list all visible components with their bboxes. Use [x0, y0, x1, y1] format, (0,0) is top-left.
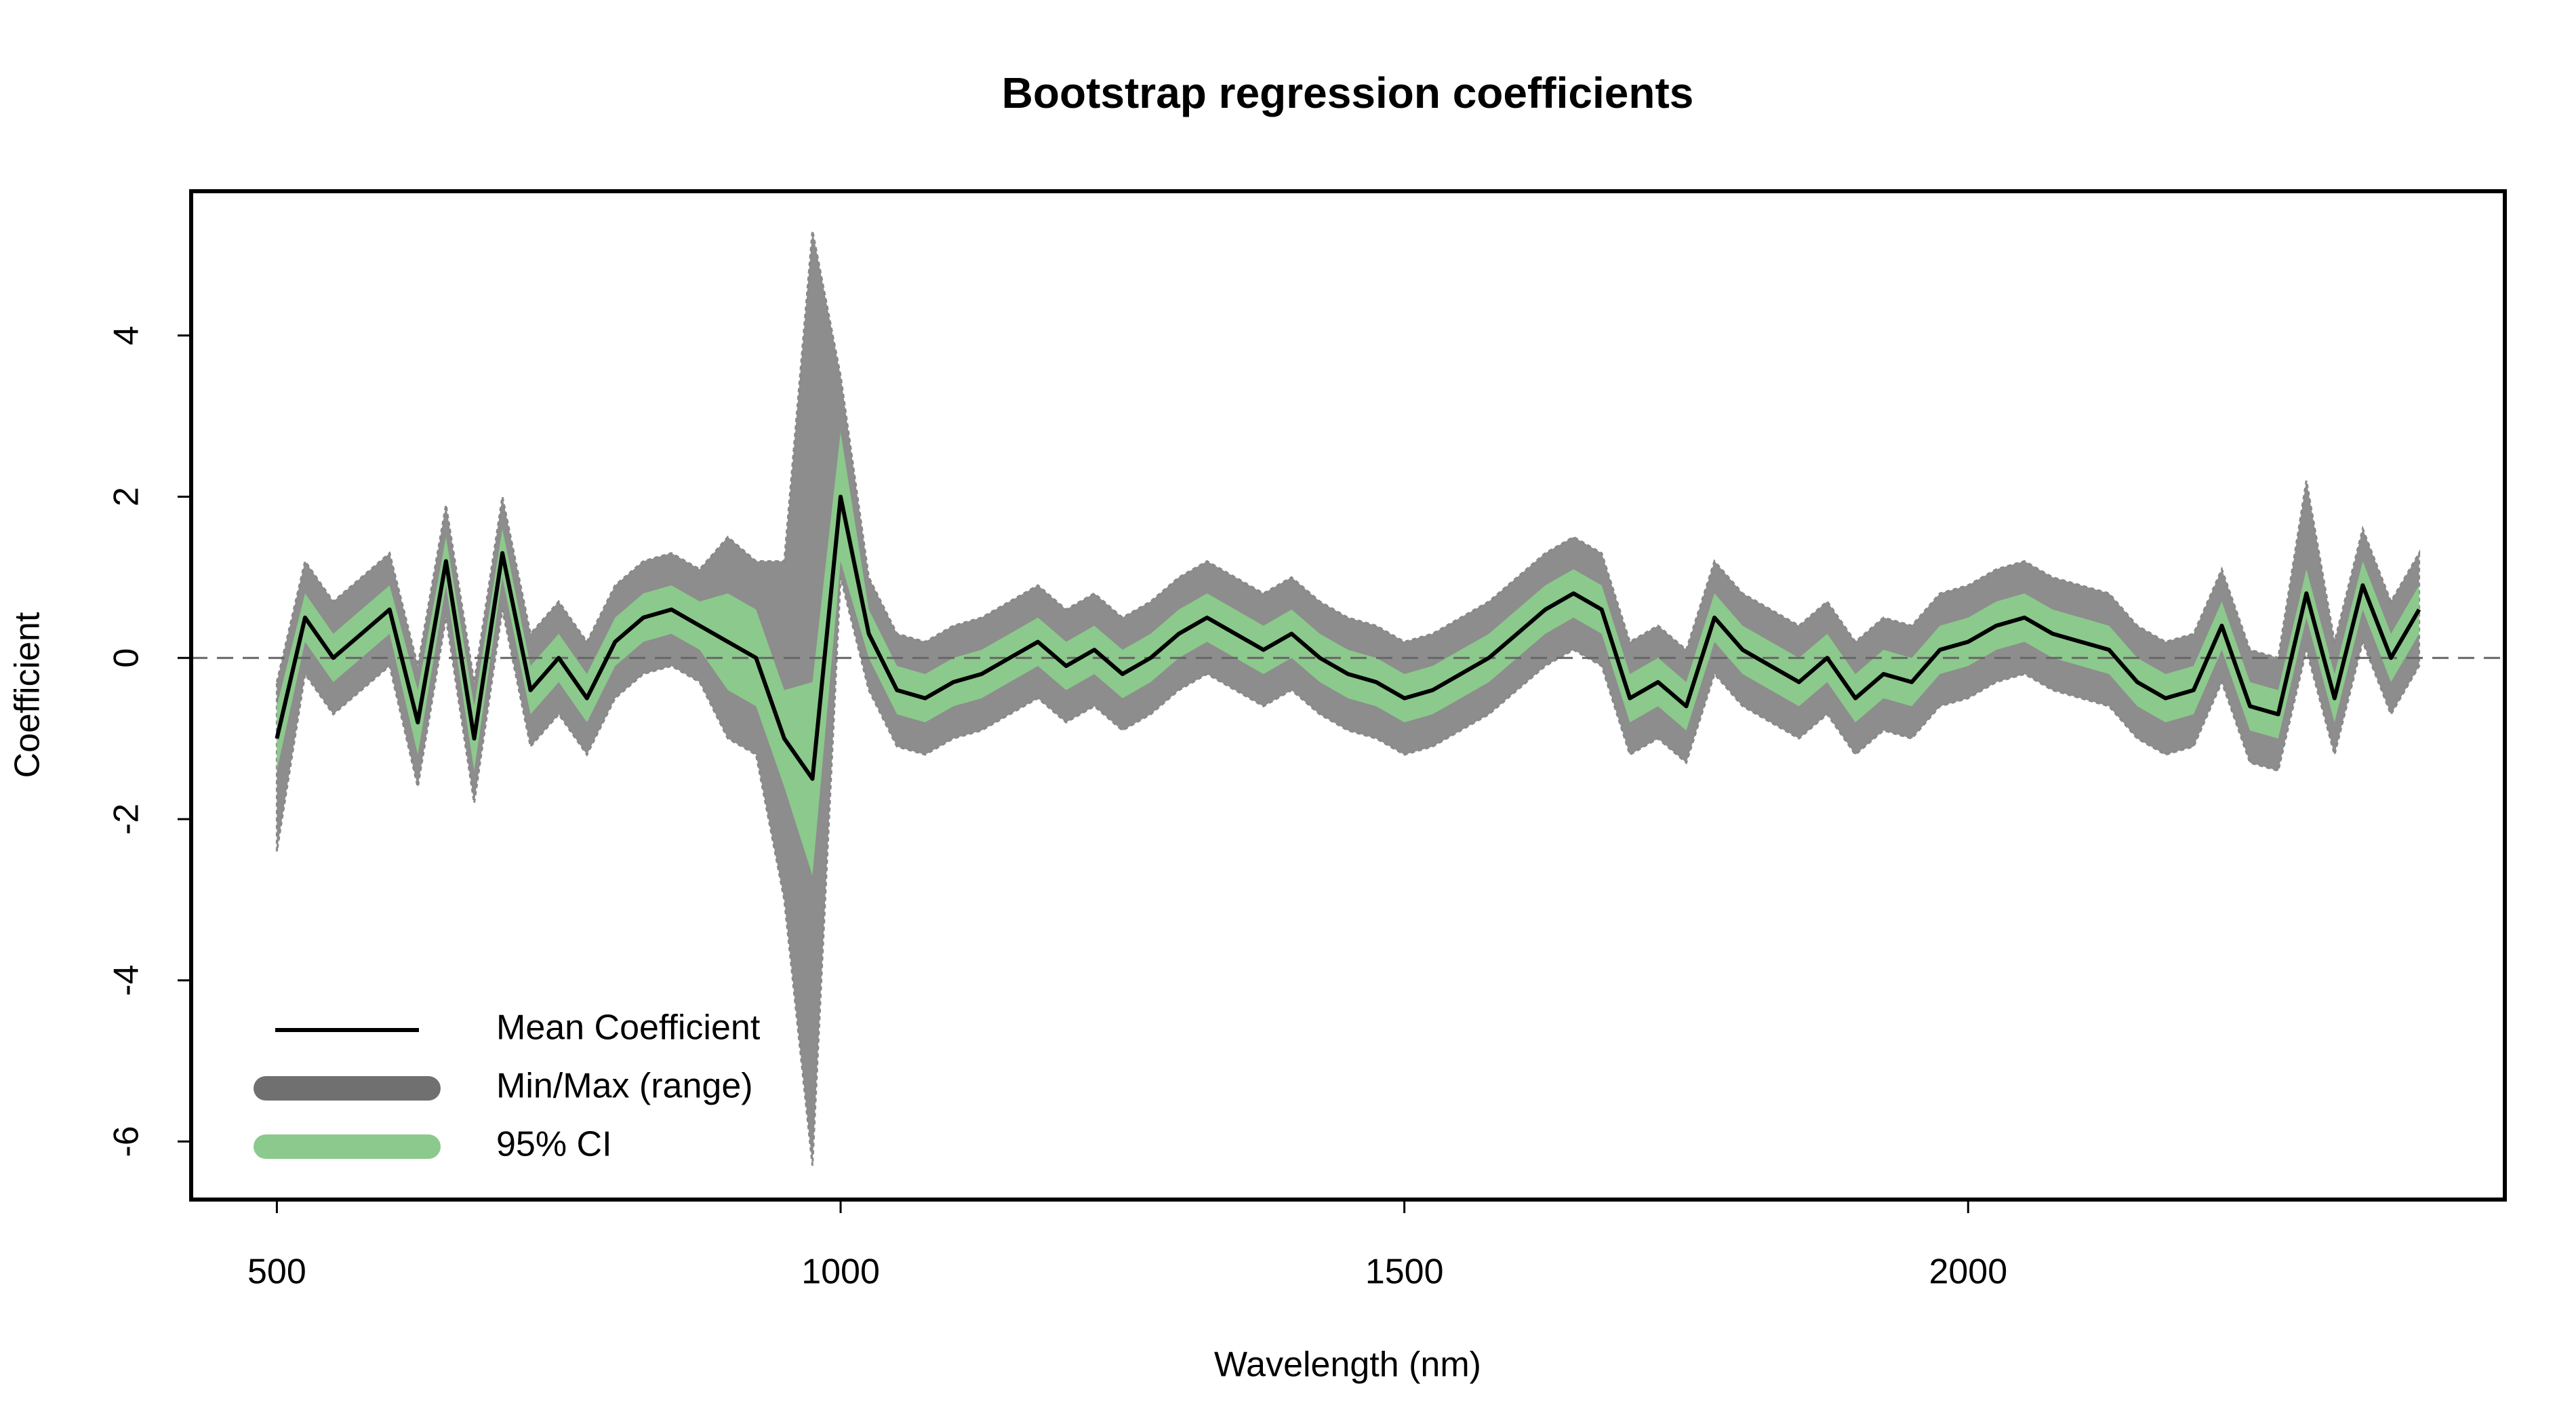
y-tick-label: 2	[107, 487, 146, 507]
y-tick-label: -6	[107, 1126, 146, 1157]
y-tick-label: 4	[107, 325, 146, 345]
plot-frame	[189, 189, 2507, 1202]
series-line	[275, 494, 2421, 781]
y-tick-label: -4	[107, 965, 146, 996]
y-tick-label: -2	[107, 804, 146, 835]
x-tick-label: 1000	[801, 1252, 880, 1292]
legend-label: 95% CI	[496, 1125, 612, 1164]
x-tick-label: 2000	[1929, 1252, 2007, 1292]
y-tick-label: 0	[107, 648, 146, 668]
x-tick-label: 1500	[1365, 1252, 1444, 1292]
x-axis-label: Wavelength (nm)	[1214, 1345, 1481, 1385]
plot-area	[191, 230, 2505, 1166]
legend-label: Min/Max (range)	[496, 1067, 753, 1106]
legend: Mean Coefficient Min/Max (range) 95% CI	[254, 1008, 761, 1164]
legend-label: Mean Coefficient	[496, 1008, 761, 1048]
x-tick-label: 500	[247, 1252, 306, 1292]
y-axis-label: Coefficient	[8, 612, 47, 778]
chart-title: Bootstrap regression coefficients	[1002, 68, 1694, 117]
